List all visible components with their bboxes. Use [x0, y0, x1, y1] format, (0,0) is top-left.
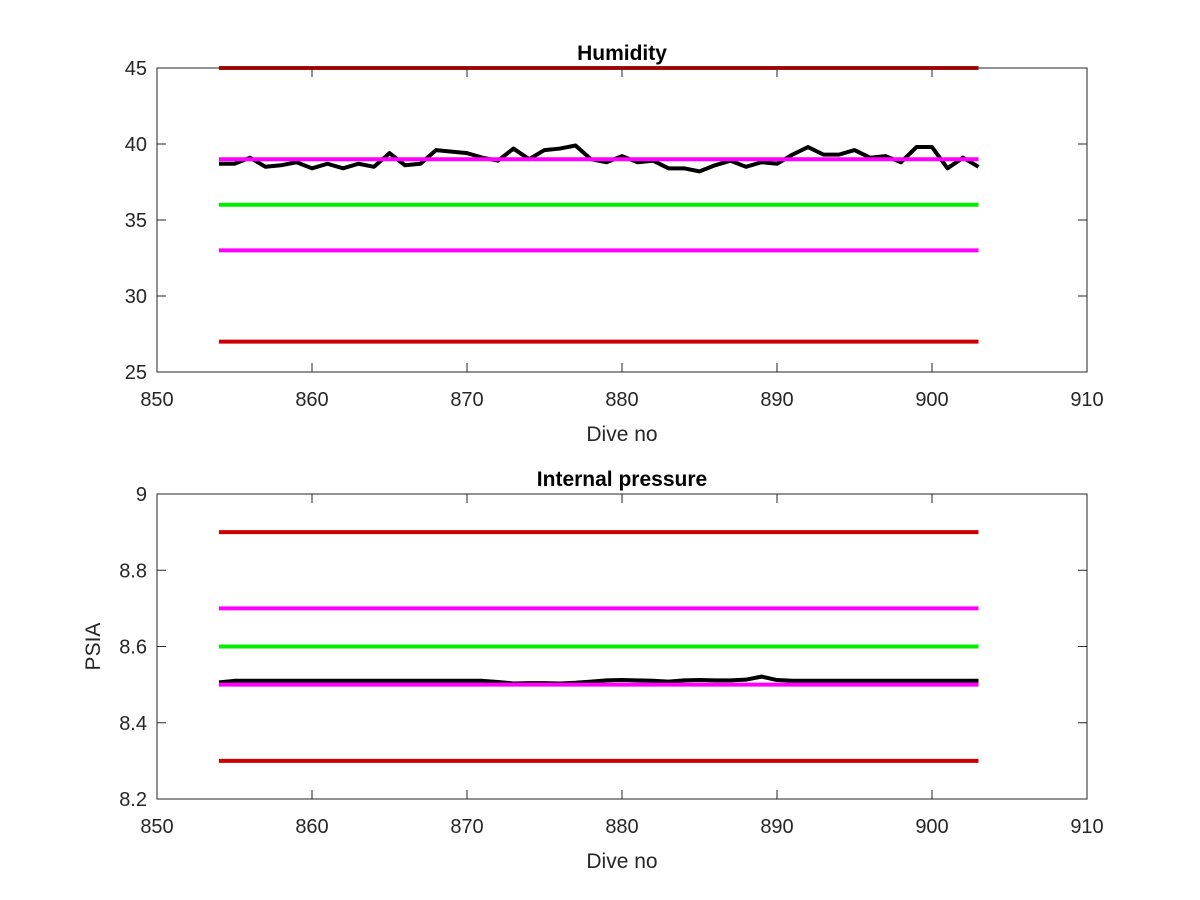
pressure-series-group	[218, 530, 979, 763]
humidity-plot-area	[157, 68, 1087, 372]
pressure-x-tick-label: 850	[140, 816, 173, 838]
pressure-x-tick-label: 860	[295, 816, 328, 838]
pressure-y-tick-label: 8.8	[119, 560, 147, 582]
humidity-chart: 850 860 870 880 890 900 910 25 30 35 40 45 Humidity D…	[125, 42, 1104, 446]
humidity-x-tick-label: 900	[915, 389, 948, 411]
humidity-x-tick-label: 860	[295, 389, 328, 411]
humidity-y-tick-label: 40	[125, 134, 147, 156]
humidity-y-tick-label: 30	[125, 286, 147, 308]
pressure-chart: 850 860 870 880 890 900 910 8.2 8.4 8.6 8.8 9 Intern…	[82, 468, 1104, 873]
humidity-x-tick-label: 910	[1070, 389, 1103, 411]
pressure-y-axis-label: PSIA	[82, 623, 105, 671]
pressure-y-tick-label: 8.4	[119, 713, 147, 735]
pressure-y-tick-label: 9	[136, 484, 147, 506]
humidity-y-tick-label: 25	[125, 362, 147, 384]
pressure-y-tick-label: 8.6	[119, 637, 147, 659]
pressure-x-tick-label: 880	[605, 816, 638, 838]
humidity-x-tick-label: 880	[605, 389, 638, 411]
pressure-chart-title: Internal pressure	[537, 468, 707, 491]
humidity-chart-title: Humidity	[577, 42, 667, 65]
pressure-series-line-4	[218, 674, 979, 686]
pressure-x-tick-label: 870	[450, 816, 483, 838]
humidity-x-tick-label: 890	[760, 389, 793, 411]
humidity-x-tick-label: 850	[140, 389, 173, 411]
humidity-y-tick-label: 35	[125, 210, 147, 232]
humidity-x-tick-label: 870	[450, 389, 483, 411]
pressure-x-tick-label: 910	[1070, 816, 1103, 838]
humidity-x-axis-label: Dive no	[586, 423, 657, 446]
pressure-x-tick-label: 900	[915, 816, 948, 838]
humidity-y-tick-label: 45	[125, 58, 147, 80]
pressure-x-axis-label: Dive no	[586, 850, 657, 873]
pressure-y-tick-label: 8.2	[119, 789, 147, 811]
pressure-x-tick-label: 890	[760, 816, 793, 838]
